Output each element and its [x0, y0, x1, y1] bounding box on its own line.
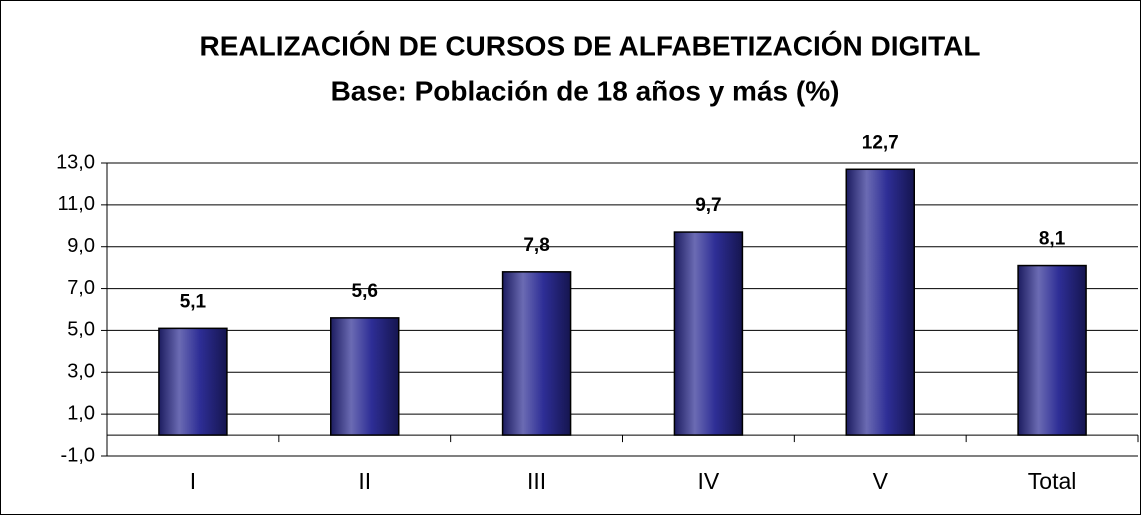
x-tick-label: V: [873, 468, 889, 494]
data-label: 12,7: [862, 132, 899, 153]
chart-title: REALIZACIÓN DE CURSOS DE ALFABETIZACIÓN …: [200, 30, 981, 61]
bar: [845, 168, 915, 436]
bar: [158, 327, 228, 436]
y-tick-label: 13,0: [56, 151, 95, 173]
y-tick-label: 9,0: [67, 235, 95, 257]
y-tick-label: -1,0: [61, 444, 95, 466]
bar: [1017, 264, 1087, 436]
data-label: 7,8: [523, 235, 549, 256]
data-label: 5,6: [352, 281, 378, 302]
bar: [673, 231, 744, 436]
y-tick-label: 5,0: [67, 319, 95, 341]
y-tick-label: 7,0: [67, 277, 95, 299]
x-tick-label: IV: [698, 468, 720, 494]
data-label: 8,1: [1039, 229, 1066, 250]
data-label: 5,1: [180, 291, 207, 312]
bar: [501, 271, 572, 436]
x-tick-label: I: [190, 468, 196, 494]
y-tick-label: 1,0: [67, 402, 95, 424]
y-tick-label: 3,0: [67, 361, 95, 383]
data-label: 9,7: [695, 195, 721, 216]
bar: [330, 317, 400, 436]
x-tick-label: II: [358, 468, 371, 494]
x-tick-label: III: [527, 468, 546, 494]
y-tick-label: 11,0: [58, 193, 95, 215]
chart-subtitle: Base: Población de 18 años y más (%): [331, 75, 840, 106]
x-tick-label: Total: [1028, 468, 1077, 494]
